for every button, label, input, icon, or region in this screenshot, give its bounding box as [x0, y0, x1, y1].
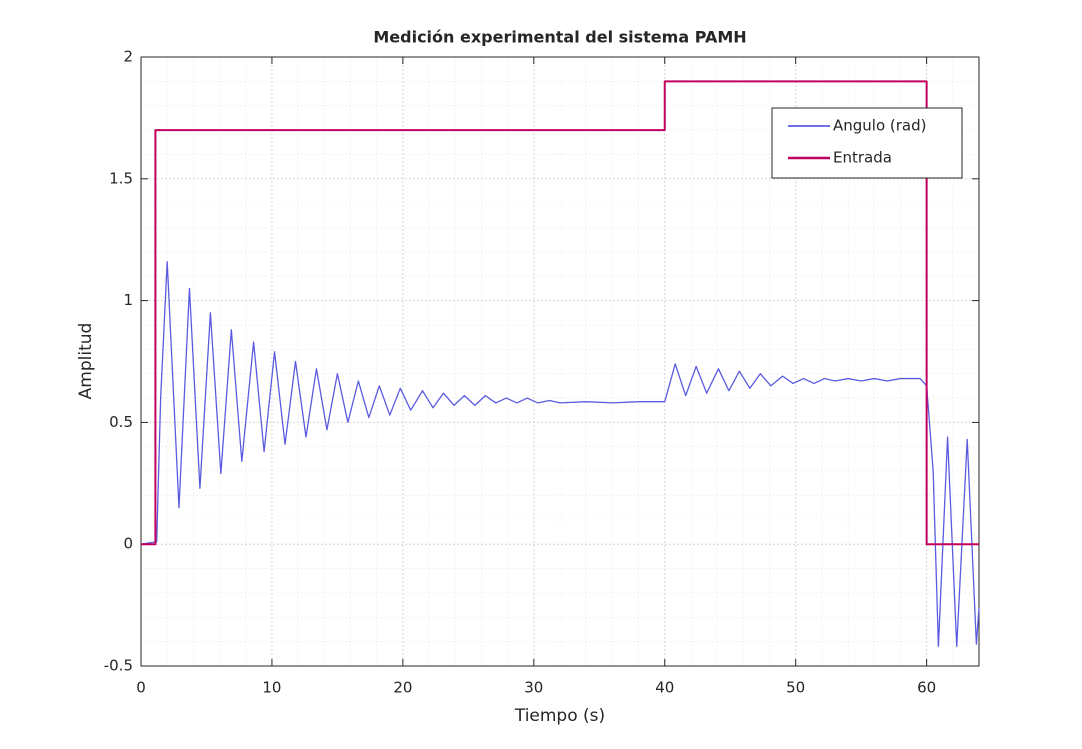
legend-label: Entrada	[833, 149, 892, 167]
data-line	[141, 80, 979, 546]
y-tick-label: -0.5	[104, 657, 133, 675]
legend-box	[771, 107, 963, 179]
y-tick-label: 0.5	[109, 413, 133, 431]
y-tick-label: 1.5	[109, 169, 133, 187]
x-tick-label: 60	[917, 679, 936, 697]
x-axis-label: Tiempo (s)	[514, 706, 605, 726]
data-line	[140, 260, 980, 648]
x-tick-label: 40	[655, 679, 674, 697]
x-tick-label: 0	[136, 679, 146, 697]
y-tick-label: 2	[123, 48, 133, 66]
y-tick-label: 0	[123, 535, 133, 553]
plot-frame	[140, 56, 980, 667]
x-tick-label: 30	[524, 679, 543, 697]
x-tick-label: 10	[262, 679, 281, 697]
x-tick-label: 50	[786, 679, 805, 697]
y-tick-label: 1	[123, 291, 133, 309]
x-tick-label: 20	[393, 679, 412, 697]
legend-label: Angulo (rad)	[833, 117, 927, 135]
chart-title: Medición experimental del sistema PAMH	[373, 28, 746, 47]
y-axis-label: Amplitud	[76, 323, 96, 400]
